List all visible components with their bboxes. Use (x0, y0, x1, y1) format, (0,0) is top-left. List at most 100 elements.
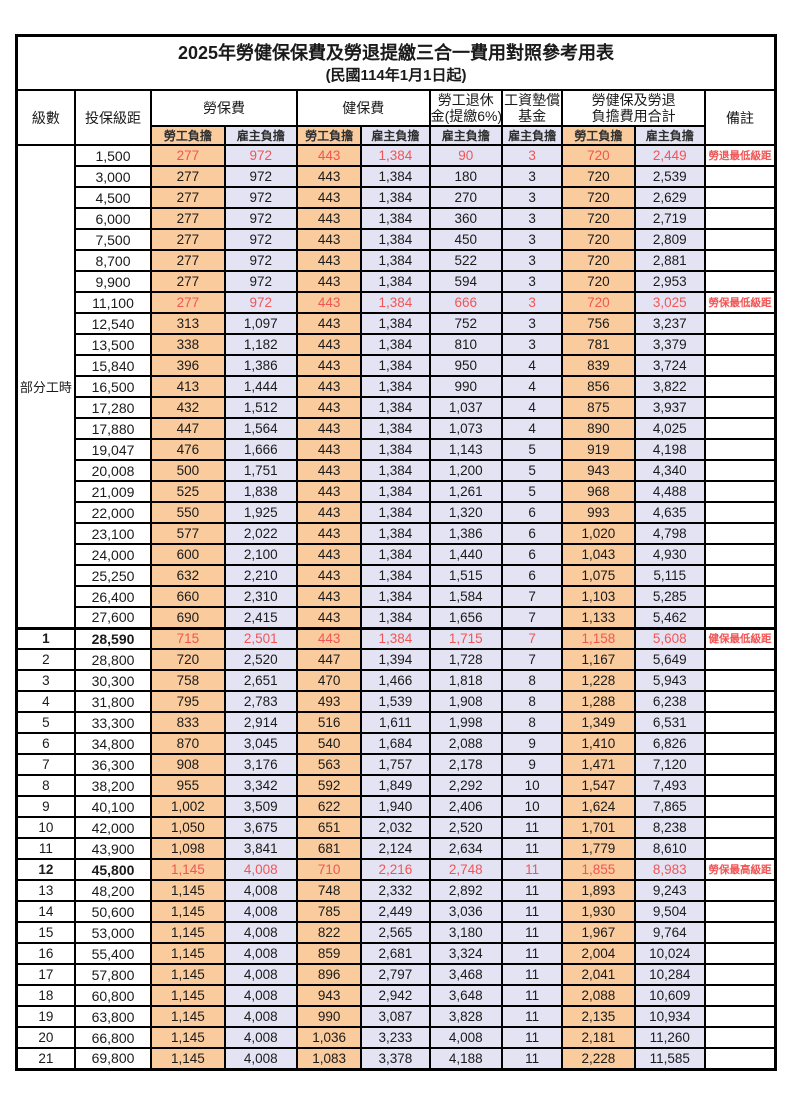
pension-employer-cell: 2,892 (428, 879, 503, 902)
pension-employer-cell: 1,200 (428, 459, 503, 482)
labor-fee-employer-cell: 1,097 (223, 312, 298, 335)
labor-fee-employee-cell: 432 (150, 396, 226, 419)
total-employee-cell: 1,967 (561, 921, 636, 944)
subheader-labor-employer: 雇主負擔 (223, 125, 298, 146)
labor-fee-employee-cell: 908 (150, 753, 226, 776)
level-cell: 18 (15, 984, 76, 1007)
pension-employer-cell: 594 (428, 270, 503, 293)
bracket-cell: 53,000 (73, 921, 153, 944)
labor-fee-employee-cell: 500 (150, 459, 226, 482)
health-fee-employee-cell: 443 (295, 396, 363, 419)
remark-cell (703, 1047, 777, 1070)
table-row: 11 43,900 1,098 3,841 681 2,124 2,634 11 1,779 8,… (15, 837, 777, 860)
labor-fee-employee-cell: 1,145 (150, 942, 226, 965)
table-body: 部分工時 1,500 277 972 443 1,384 90 3 720 2,449 勞退最低級距… (15, 144, 777, 1070)
level-cell: 19 (15, 1005, 76, 1028)
table-row: 17,880 447 1,564 443 1,384 1,073 4 890 4,025 (17, 417, 777, 440)
remark-cell (703, 732, 777, 755)
health-fee-employee-cell: 443 (295, 354, 363, 377)
health-fee-employer-cell: 1,384 (360, 626, 431, 650)
health-fee-employer-cell: 1,384 (360, 228, 431, 251)
level-cell: 4 (15, 690, 76, 713)
health-fee-employee-cell: 622 (295, 795, 363, 818)
total-employee-cell: 968 (561, 480, 636, 503)
health-fee-employee-cell: 443 (295, 543, 363, 566)
page-title: 2025年勞健保保費及勞退提繳三合一費用對照參考用表 (177, 43, 615, 63)
wage-fund-employer-cell: 4 (500, 396, 564, 419)
bracket-cell: 4,500 (73, 186, 153, 209)
pension-employer-cell: 2,520 (428, 816, 503, 839)
table-row: 11,100 277 972 443 1,384 666 3 720 3,025 勞保最低級距 (17, 291, 777, 314)
total-employee-cell: 781 (561, 333, 636, 356)
labor-fee-employer-cell: 972 (223, 228, 298, 251)
remark-cell (703, 375, 777, 398)
wage-fund-employer-cell: 11 (500, 963, 564, 986)
table-row: 4 31,800 795 2,783 493 1,539 1,908 8 1,288 6,238 (15, 690, 777, 713)
remark-cell (703, 1005, 777, 1028)
total-employee-cell: 756 (561, 312, 636, 335)
health-fee-employer-cell: 1,384 (360, 606, 431, 629)
bracket-cell: 20,008 (73, 459, 153, 482)
table-row: 14 50,600 1,145 4,008 785 2,449 3,036 11 1,930 9,… (15, 900, 777, 923)
health-fee-employee-cell: 443 (295, 626, 363, 650)
remark-cell (703, 711, 777, 734)
total-employer-cell: 8,238 (633, 816, 706, 839)
bracket-cell: 27,600 (73, 606, 153, 629)
wage-fund-employer-cell: 9 (500, 732, 564, 755)
header-labor-fee: 勞保費 (150, 89, 298, 127)
health-fee-employee-cell: 443 (295, 291, 363, 314)
wage-fund-employer-cell: 7 (500, 585, 564, 608)
bracket-cell: 28,800 (73, 648, 153, 671)
level-cell: 9 (15, 795, 76, 818)
health-fee-employer-cell: 2,032 (360, 816, 431, 839)
health-fee-employer-cell: 1,384 (360, 207, 431, 230)
pension-employer-cell: 1,386 (428, 522, 503, 545)
pension-employer-cell: 270 (428, 186, 503, 209)
health-fee-employer-cell: 1,539 (360, 690, 431, 713)
pension-employer-cell: 3,828 (428, 1005, 503, 1028)
bracket-cell: 26,400 (73, 585, 153, 608)
labor-fee-employee-cell: 1,145 (150, 921, 226, 944)
health-fee-employee-cell: 443 (295, 522, 363, 545)
bracket-cell: 3,000 (73, 165, 153, 188)
health-fee-employer-cell: 1,466 (360, 669, 431, 692)
wage-fund-employer-cell: 11 (500, 942, 564, 965)
total-employee-cell: 1,930 (561, 900, 636, 923)
health-fee-employer-cell: 1,384 (360, 291, 431, 314)
wage-fund-employer-cell: 8 (500, 669, 564, 692)
total-employee-cell: 919 (561, 438, 636, 461)
health-fee-employee-cell: 447 (295, 648, 363, 671)
labor-fee-employee-cell: 1,145 (150, 879, 226, 902)
remark-cell (703, 480, 777, 503)
header-total-line1: 勞健保及勞退 (591, 92, 676, 108)
labor-fee-employee-cell: 413 (150, 375, 226, 398)
total-employer-cell: 7,493 (633, 774, 706, 797)
total-employee-cell: 2,228 (561, 1047, 636, 1070)
bracket-cell: 6,000 (73, 207, 153, 230)
pension-employer-cell: 1,715 (428, 626, 503, 650)
pension-employer-cell: 1,728 (428, 648, 503, 671)
labor-fee-employer-cell: 3,176 (223, 753, 298, 776)
health-fee-employee-cell: 470 (295, 669, 363, 692)
pension-employer-cell: 2,406 (428, 795, 503, 818)
remark-cell (703, 564, 777, 587)
health-fee-employer-cell: 2,216 (360, 858, 431, 881)
header-level: 級數 (15, 89, 76, 146)
labor-fee-employer-cell: 1,925 (223, 501, 298, 524)
labor-fee-employee-cell: 1,145 (150, 858, 226, 881)
health-fee-employer-cell: 1,384 (360, 564, 431, 587)
total-employee-cell: 720 (561, 291, 636, 314)
pension-employer-cell: 1,584 (428, 585, 503, 608)
health-fee-employer-cell: 1,384 (360, 333, 431, 356)
labor-fee-employer-cell: 972 (223, 207, 298, 230)
total-employee-cell: 1,701 (561, 816, 636, 839)
labor-fee-employer-cell: 3,045 (223, 732, 298, 755)
level-cell: 5 (15, 711, 76, 734)
wage-fund-employer-cell: 6 (500, 501, 564, 524)
pension-employer-cell: 1,440 (428, 543, 503, 566)
health-fee-employer-cell: 1,384 (360, 501, 431, 524)
total-employee-cell: 1,288 (561, 690, 636, 713)
total-employer-cell: 4,798 (633, 522, 706, 545)
health-fee-employer-cell: 1,940 (360, 795, 431, 818)
bracket-cell: 69,800 (73, 1047, 153, 1070)
